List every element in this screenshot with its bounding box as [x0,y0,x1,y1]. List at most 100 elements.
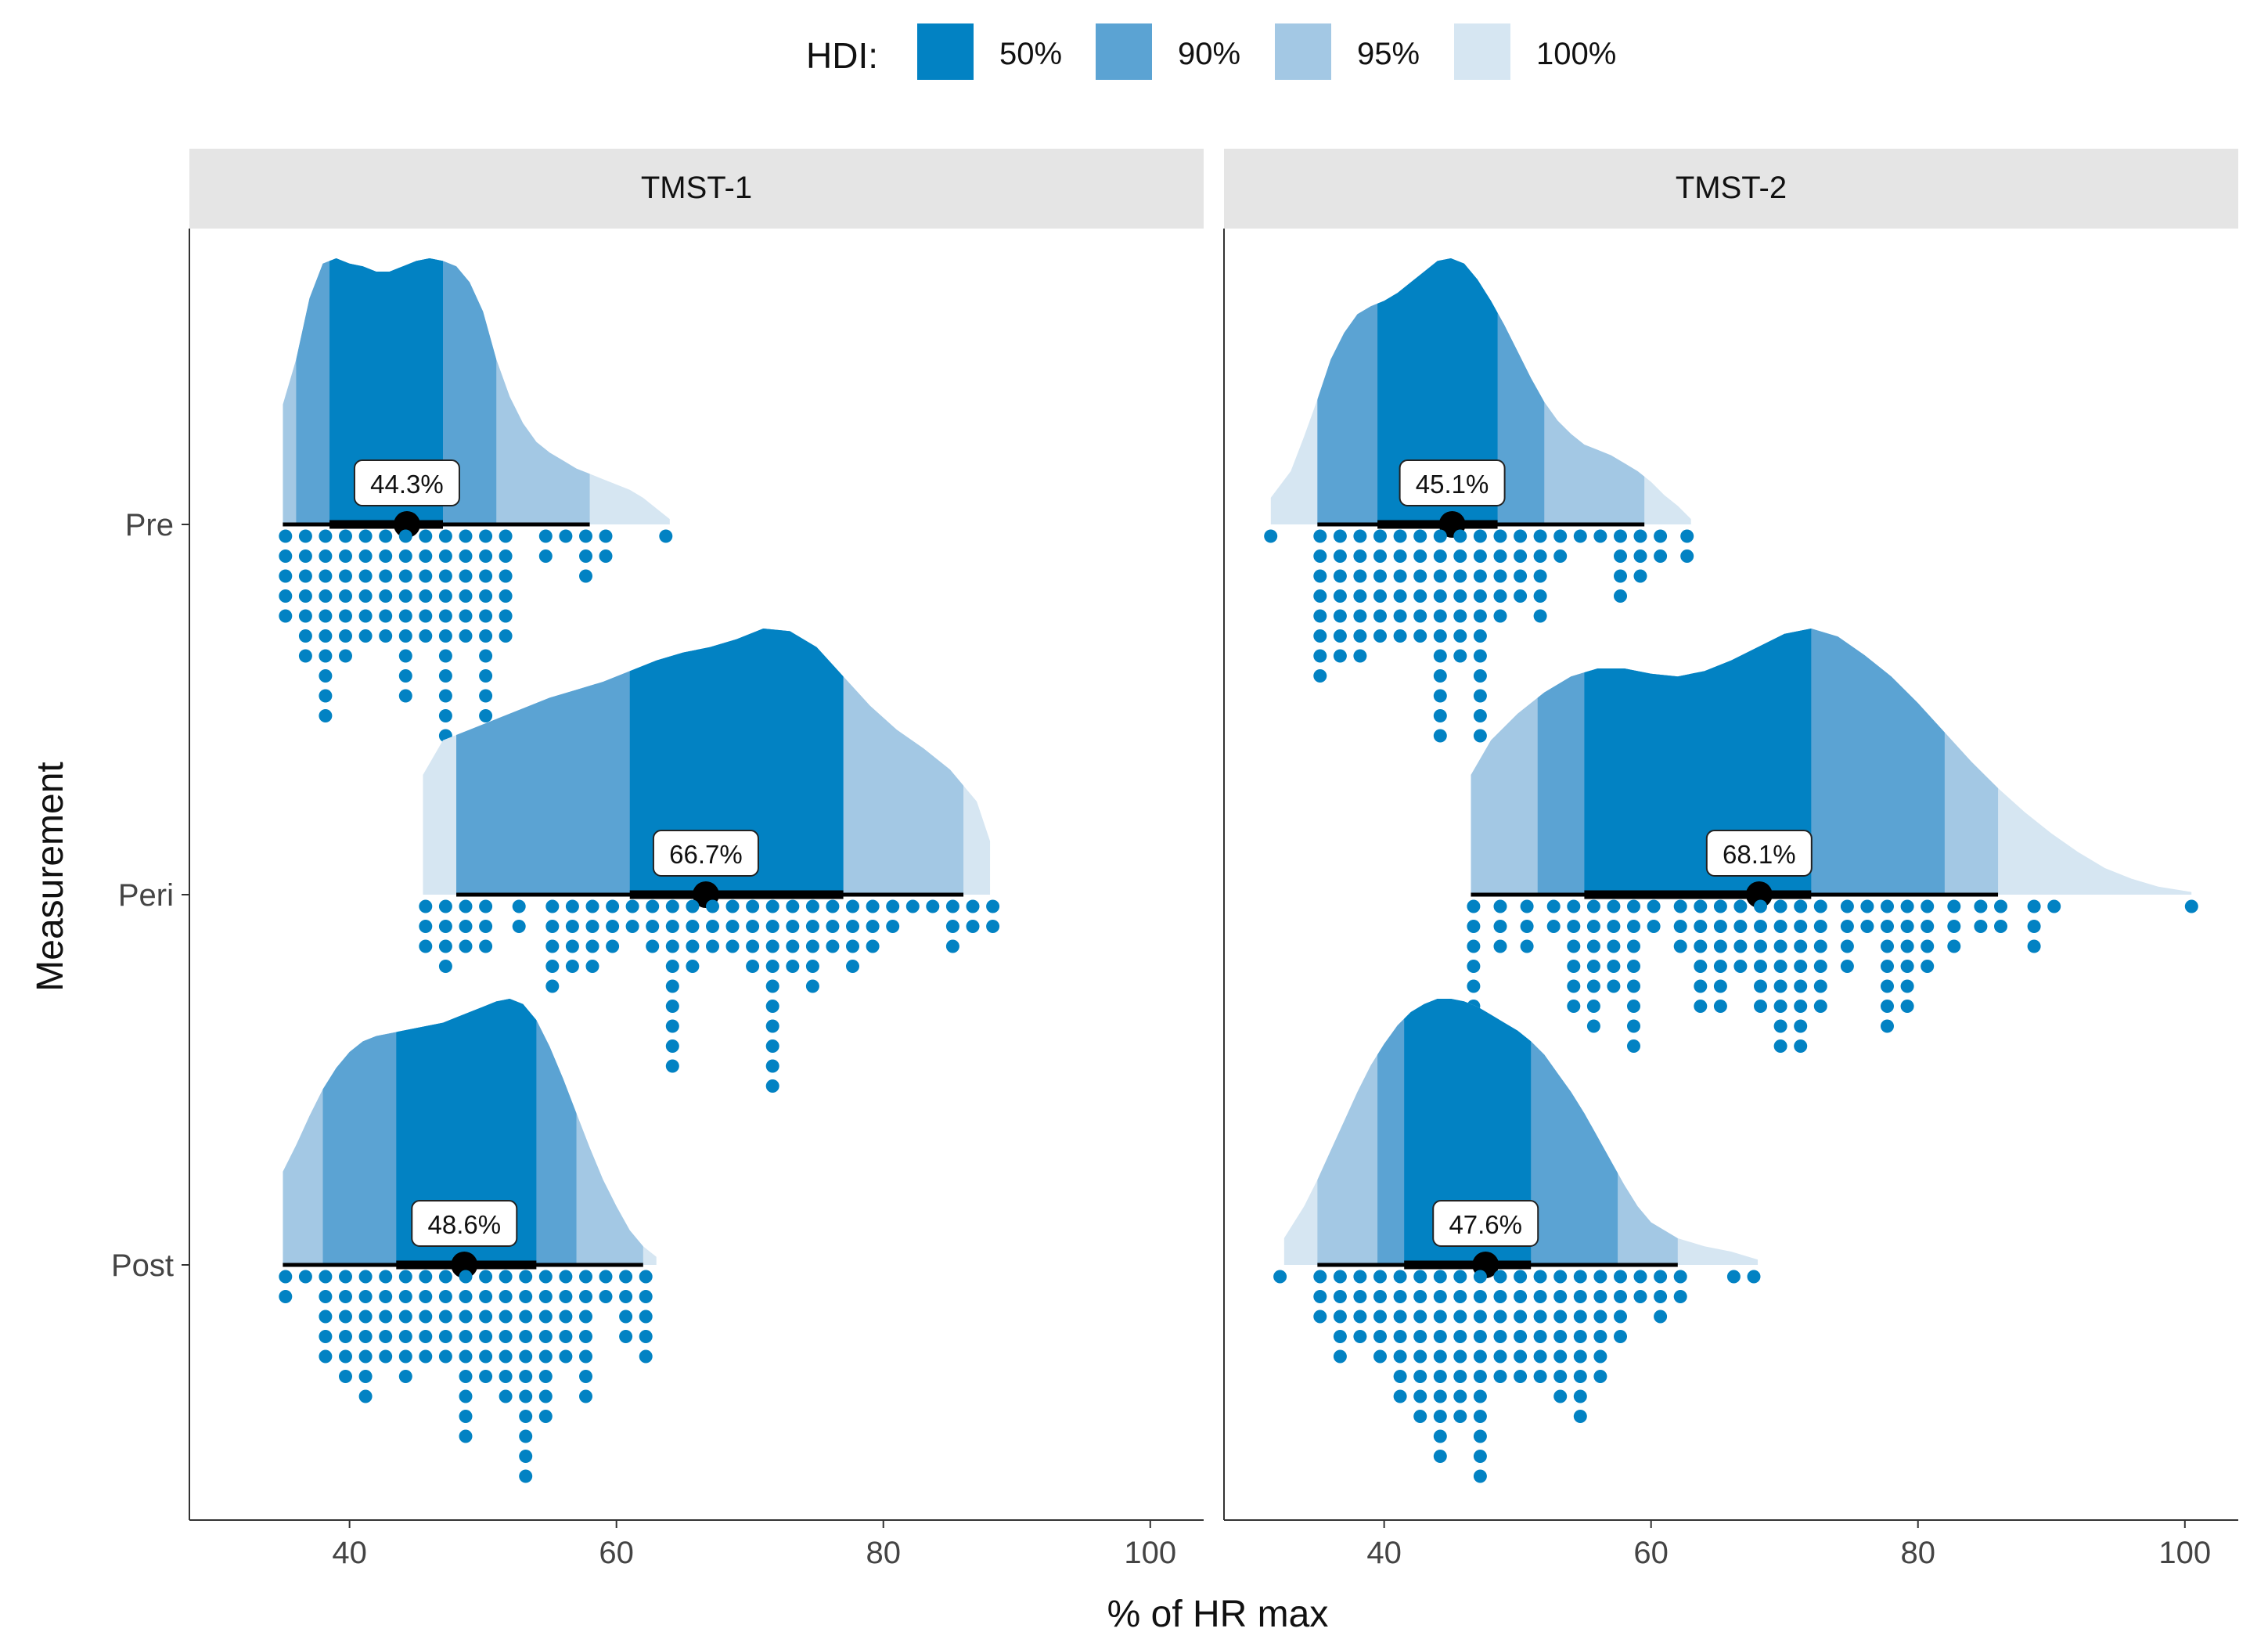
data-dot [1473,589,1487,603]
data-dot [358,1349,373,1364]
data-dot [1313,629,1327,643]
data-dot [1607,939,1621,953]
group-post: 47.6% [1273,999,1761,1483]
data-dot [1593,1349,1607,1364]
data-dot [499,1330,513,1343]
data-dot [1794,979,1808,993]
data-dot [725,939,740,953]
data-dot [1433,1410,1447,1423]
data-dot [459,529,473,543]
facet-strip [189,149,1204,229]
data-dot [398,629,412,643]
data-dot [1493,569,1507,583]
data-dot [746,939,760,953]
data-dot [639,1270,653,1284]
data-dot [1333,609,1347,623]
data-dot [579,1349,592,1364]
data-dot [459,920,473,933]
data-dot [599,1270,613,1284]
data-dot [1713,899,1727,913]
data-dot [279,1290,293,1303]
data-dot [1453,1370,1467,1383]
data-dot [625,899,639,913]
data-dot [846,960,859,973]
data-dot [1627,960,1640,973]
data-dot [1553,1389,1568,1403]
data-dot [1900,979,1914,993]
legend-key-90 [1096,23,1152,80]
data-dot [905,899,920,913]
data-dot [1794,899,1808,913]
data-dot [339,649,352,663]
data-dot [398,1349,412,1364]
median-label: 47.6% [1449,1210,1522,1239]
data-dot [1773,1039,1787,1053]
data-dot [866,920,880,933]
data-dot [1614,529,1627,543]
data-dot [1694,1000,1708,1013]
data-dot [786,920,800,933]
data-dot [1881,899,1894,913]
data-dot [665,1000,679,1013]
data-dot [665,1039,679,1053]
data-dot [319,1330,333,1343]
data-dot [765,920,779,933]
data-dot [1473,669,1487,683]
data-dot [1453,1310,1467,1324]
data-dot [1607,899,1621,913]
group-peri: 68.1% [1467,629,2198,1053]
median-label-box [1705,830,1813,877]
data-dot [1413,609,1427,623]
data-dot [1974,920,1988,933]
data-dot [279,549,293,563]
data-dot [479,1270,493,1284]
data-dot [479,609,493,623]
data-dot [1453,549,1467,563]
data-dot [1413,1389,1427,1403]
data-dot [639,1310,653,1324]
median-point [451,1252,478,1278]
y-tick-label: Post [111,1248,174,1283]
data-dot [1921,899,1935,913]
data-dot [339,529,352,543]
data-dot [1794,1019,1808,1033]
x-tick-label: 40 [332,1536,367,1570]
data-dot [1713,960,1727,973]
data-dot [1433,609,1447,623]
data-dot [1573,1290,1587,1303]
data-dot [1493,899,1507,913]
data-dot [1453,1410,1467,1423]
data-dot [1353,549,1367,563]
data-dot [1333,529,1347,543]
data-dot [1533,589,1547,603]
data-dot [1533,549,1547,563]
data-dot [358,609,373,623]
data-dot [1433,529,1447,543]
data-dot [646,939,660,953]
data-dot [1333,1290,1347,1303]
data-dot [1794,1039,1808,1053]
data-dot [398,689,412,703]
data-dot [419,589,433,603]
data-dot [1614,549,1627,563]
data-dot [1493,609,1507,623]
data-dot [438,689,452,703]
data-dot [339,1330,352,1343]
data-dot [1773,960,1787,973]
data-dot [1654,529,1668,543]
data-dot [1754,1000,1767,1013]
data-dot [1533,1370,1547,1383]
data-dot [1573,1270,1587,1284]
data-dot [1586,920,1600,933]
data-dot [298,1270,312,1284]
data-dot [1553,1370,1568,1383]
data-dot [1567,899,1581,913]
data-dot [358,529,373,543]
data-dot [1433,689,1447,703]
data-dot [1947,920,1961,933]
data-dot [579,1370,592,1383]
dotplot [279,1270,653,1483]
data-dot [1900,1000,1914,1013]
data-dot [1673,939,1687,953]
data-dot [1373,1270,1387,1284]
